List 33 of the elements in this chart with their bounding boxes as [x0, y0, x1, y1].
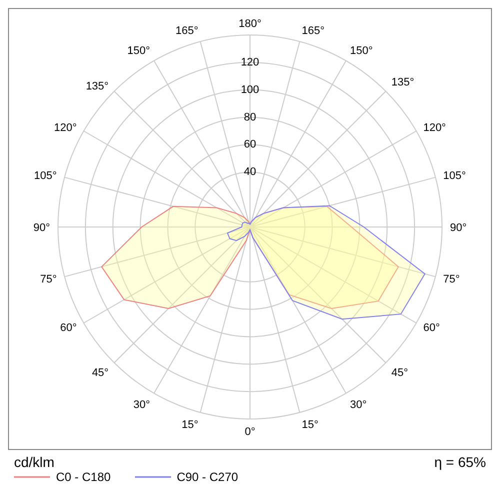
- legend-label: C0 - C180: [56, 470, 111, 484]
- spoke-label: 120°: [423, 122, 446, 134]
- spoke-label: 30°: [133, 399, 150, 412]
- spoke-label: 30°: [350, 399, 367, 412]
- spoke-label: 15°: [182, 418, 198, 431]
- spoke-label: 165°: [175, 24, 198, 37]
- spoke-label: 180°: [238, 18, 262, 30]
- spoke-label: 60°: [60, 322, 77, 334]
- y-tick-label: 60: [244, 138, 256, 151]
- spoke-label: 60°: [423, 322, 440, 334]
- spoke-label: 150°: [350, 44, 373, 57]
- y-tick-label: 80: [244, 111, 256, 124]
- spoke-label: 0°: [244, 426, 256, 438]
- spoke-label: 105°: [34, 170, 57, 182]
- spoke-label: 90°: [33, 222, 50, 234]
- y-tick-label: 40: [244, 166, 256, 178]
- y-tick-label: 100: [240, 84, 260, 96]
- spoke-label: 15°: [302, 418, 318, 431]
- legend-label: C90 - C270: [176, 470, 238, 484]
- spoke-label: 75°: [40, 274, 57, 286]
- text: cd/klm: [14, 454, 54, 470]
- y-tick-label: 120: [240, 56, 260, 68]
- spoke-label: 135°: [86, 80, 109, 92]
- spoke-label: 90°: [450, 222, 467, 234]
- spoke-label: 150°: [127, 44, 150, 57]
- spoke-label: 105°: [443, 170, 466, 182]
- spoke-label: 165°: [302, 24, 325, 37]
- spoke-label: 45°: [92, 367, 109, 380]
- spoke-label: 45°: [391, 367, 408, 380]
- spoke-label: 120°: [54, 122, 77, 134]
- text: η = 65%: [434, 454, 486, 470]
- spoke-label: 75°: [443, 274, 460, 286]
- spoke-label: 135°: [391, 76, 414, 89]
